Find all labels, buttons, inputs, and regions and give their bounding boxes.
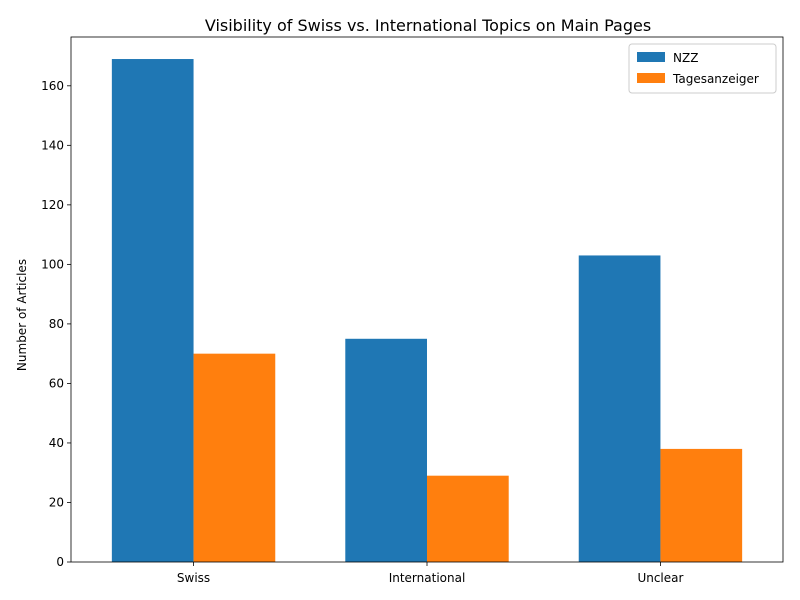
y-tick-label: 60	[49, 376, 64, 390]
x-tick-label: Swiss	[177, 571, 210, 585]
y-tick-label: 120	[41, 198, 64, 212]
chart-title: Visibility of Swiss vs. International To…	[205, 16, 651, 35]
legend-label-nzz: NZZ	[673, 51, 698, 65]
legend: NZZ Tagesanzeiger	[628, 43, 777, 94]
y-tick-label: 100	[41, 257, 64, 271]
legend-swatch-tagesanzeiger	[637, 73, 665, 83]
x-tick-label: International	[389, 571, 466, 585]
y-tick-label: 160	[41, 79, 64, 93]
y-tick-label: 40	[49, 436, 64, 450]
bar-tagesanzeiger-international	[427, 475, 509, 562]
legend-box	[628, 43, 777, 94]
y-tick-label: 20	[49, 495, 64, 509]
y-axis-label: Number of Articles	[15, 259, 29, 371]
bar-nzz-swiss	[111, 59, 194, 563]
x-tick-label: Unclear	[637, 571, 683, 585]
legend-swatch-nzz	[637, 52, 665, 62]
legend-label-tagesanzeiger: Tagesanzeiger	[672, 72, 759, 86]
y-tick-label: 0	[56, 555, 64, 569]
y-tick-label: 140	[41, 138, 64, 152]
plot-area: 0 20 40 60 80 100 120 140 160 Swiss International U…	[41, 36, 784, 585]
y-tick-label: 80	[49, 317, 64, 331]
bar-nzz-unclear	[578, 255, 661, 562]
bar-tagesanzeiger-swiss	[193, 353, 276, 562]
bar-tagesanzeiger-unclear	[660, 448, 743, 562]
bar-nzz-international	[345, 338, 427, 562]
